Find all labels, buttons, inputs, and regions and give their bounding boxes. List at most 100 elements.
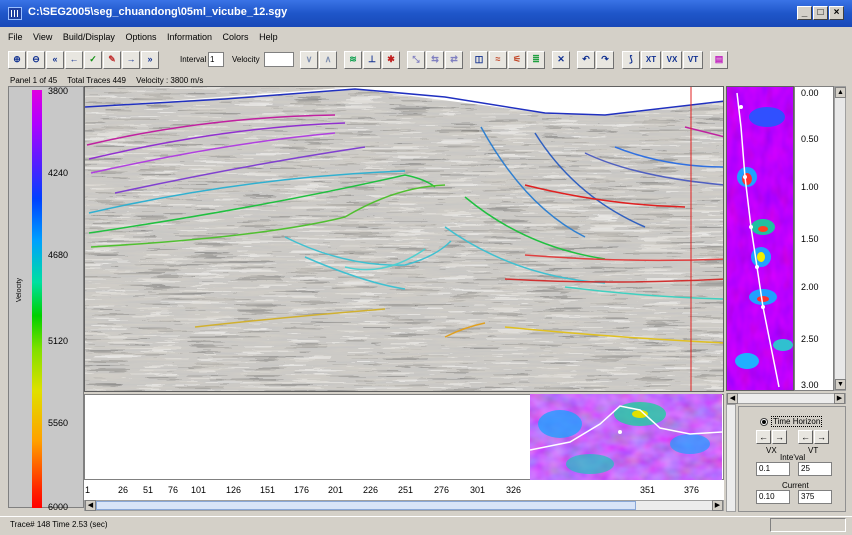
xt-button[interactable]: XT	[641, 51, 661, 69]
seismic-section[interactable]	[84, 86, 724, 392]
scroll-up-icon[interactable]: ▲	[835, 87, 846, 98]
colorbar-tick: 4240	[48, 168, 69, 178]
trace-tick: 226	[363, 485, 379, 495]
velocity-spectrum-panel[interactable]	[726, 86, 794, 391]
time-horizon-label: Time Horizon	[771, 416, 823, 427]
status-panel	[770, 518, 846, 532]
trace-tick: 51	[143, 485, 154, 495]
trace-tick: 76	[168, 485, 179, 495]
vx-decrease-icon[interactable]: ←	[756, 430, 771, 444]
vx-button[interactable]: VX	[662, 51, 682, 69]
horizon-pick-icon[interactable]: ≋	[344, 51, 362, 69]
status-text: Trace# 148 Time 2.53 (sec)	[10, 520, 108, 529]
window-title: C:\SEG2005\seg_chuandong\05ml_vicube_12.…	[28, 6, 288, 18]
spectrum-scroll-left-icon[interactable]: ◀	[727, 393, 738, 404]
minimize-button[interactable]: _	[797, 6, 812, 20]
flatten-icon[interactable]: ⤡	[407, 51, 425, 69]
velocity-up-icon[interactable]: ∧	[319, 51, 337, 69]
smooth-icon[interactable]: ⚟	[508, 51, 526, 69]
color-horizon-icon[interactable]: ≣	[527, 51, 545, 69]
velocity-input[interactable]	[264, 52, 294, 67]
zoom-out-icon[interactable]: ⊖	[27, 51, 45, 69]
velocity-info: Velocity : 3800 m/s	[136, 76, 204, 85]
menu-view[interactable]: View	[33, 32, 53, 42]
vt-decrease-icon[interactable]: ←	[798, 430, 813, 444]
trace-tick: 276	[434, 485, 450, 495]
time-tick: 3.00	[801, 380, 819, 390]
spectrum-scroll-right-icon[interactable]: ▶	[834, 393, 845, 404]
prev-panel-icon[interactable]: ←	[65, 51, 83, 69]
merge-icon[interactable]: ⇆	[426, 51, 444, 69]
split-icon[interactable]: ⇄	[445, 51, 463, 69]
fit-icon[interactable]: ◫	[470, 51, 488, 69]
vx-increase-icon[interactable]: →	[772, 430, 787, 444]
vt-label: VT	[808, 446, 819, 455]
vertical-scrollbar[interactable]: ▲ ▼	[834, 86, 846, 391]
maximize-button[interactable]: □	[813, 6, 828, 20]
toolbar: ⊕ ⊖ « ← ✓ ✎ → » Interval 1 Velocity ∨ ∧ …	[8, 51, 768, 73]
colormap-icon[interactable]: ▤	[710, 51, 728, 69]
zoom-in-icon[interactable]: ⊕	[8, 51, 26, 69]
scroll-down-icon[interactable]: ▼	[835, 379, 846, 390]
lower-vertical-scrollbar[interactable]	[726, 404, 736, 512]
time-horizon-radio[interactable]	[760, 418, 768, 426]
time-tick: 1.50	[801, 234, 819, 244]
edit-icon[interactable]: ✎	[103, 51, 121, 69]
colorbar-frame	[8, 86, 84, 508]
menu-file[interactable]: File	[8, 32, 23, 42]
next-panel-icon[interactable]: →	[122, 51, 140, 69]
spectrum-horizontal-scrollbar[interactable]: ◀ ▶	[726, 393, 846, 404]
velocity-horizon-map[interactable]	[530, 394, 722, 480]
trace-tick: 1	[85, 485, 91, 495]
menu-build-display[interactable]: Build/Display	[62, 32, 115, 42]
current-vt-input[interactable]: 375	[798, 490, 832, 504]
velocity-down-icon[interactable]: ∨	[300, 51, 318, 69]
velocity-colorbar	[32, 90, 42, 508]
interval-vx-input[interactable]: 0.1	[756, 462, 790, 476]
vt-increase-icon[interactable]: →	[814, 430, 829, 444]
horizon-edit-icon[interactable]: ⊥	[363, 51, 381, 69]
trace-tick: 126	[226, 485, 242, 495]
cancel-icon[interactable]: ✕	[552, 51, 570, 69]
menu-help[interactable]: Help	[259, 32, 278, 42]
app-icon[interactable]	[8, 7, 22, 20]
interval-label: Interval	[180, 55, 207, 64]
trace-axis	[84, 480, 724, 500]
horizon-delete-icon[interactable]: ✱	[382, 51, 400, 69]
time-tick: 0.00	[801, 88, 819, 98]
colorbar-tick: 5560	[48, 418, 69, 428]
menu-colors[interactable]: Colors	[222, 32, 249, 42]
velocity-horizon-image	[530, 394, 722, 480]
trace-count: Total Traces 449	[67, 76, 126, 85]
last-panel-icon[interactable]: »	[141, 51, 159, 69]
trace-tick: 301	[470, 485, 486, 495]
menu-information[interactable]: Information	[167, 32, 213, 42]
scroll-left-icon[interactable]: ◀	[85, 500, 96, 511]
undo-icon[interactable]: ↶	[577, 51, 595, 69]
velocity-spectrum	[727, 87, 793, 390]
scroll-right-icon[interactable]: ▶	[712, 500, 723, 511]
check-icon[interactable]: ✓	[84, 51, 102, 69]
menu-options[interactable]: Options	[125, 32, 157, 42]
time-tick: 2.50	[801, 334, 819, 344]
vt-button[interactable]: VT	[683, 51, 703, 69]
velocity-label: Velocity	[232, 55, 260, 64]
wiggle-icon[interactable]: ≈	[489, 51, 507, 69]
trace-display-icon[interactable]: ⟆	[622, 51, 640, 69]
colorbar-tick: 3800	[48, 86, 69, 96]
trace-tick: 101	[191, 485, 207, 495]
panel-info: Panel 1 of 45	[10, 76, 58, 85]
status-bar	[0, 516, 852, 535]
interval-vt-input[interactable]: 25	[798, 462, 832, 476]
horizontal-scroll-thumb[interactable]	[96, 501, 636, 510]
current-section-label: Current	[782, 481, 809, 490]
redo-icon[interactable]: ↷	[596, 51, 614, 69]
first-panel-icon[interactable]: «	[46, 51, 64, 69]
time-tick: 2.00	[801, 282, 819, 292]
trace-tick: 176	[294, 485, 310, 495]
close-button[interactable]: ×	[829, 6, 844, 20]
colorbar-title: Velocity	[16, 278, 23, 303]
current-vx-input[interactable]: 0.10	[756, 490, 790, 504]
menu-bar: File View Build/Display Options Informat…	[0, 29, 852, 47]
interval-input[interactable]: 1	[208, 52, 224, 67]
